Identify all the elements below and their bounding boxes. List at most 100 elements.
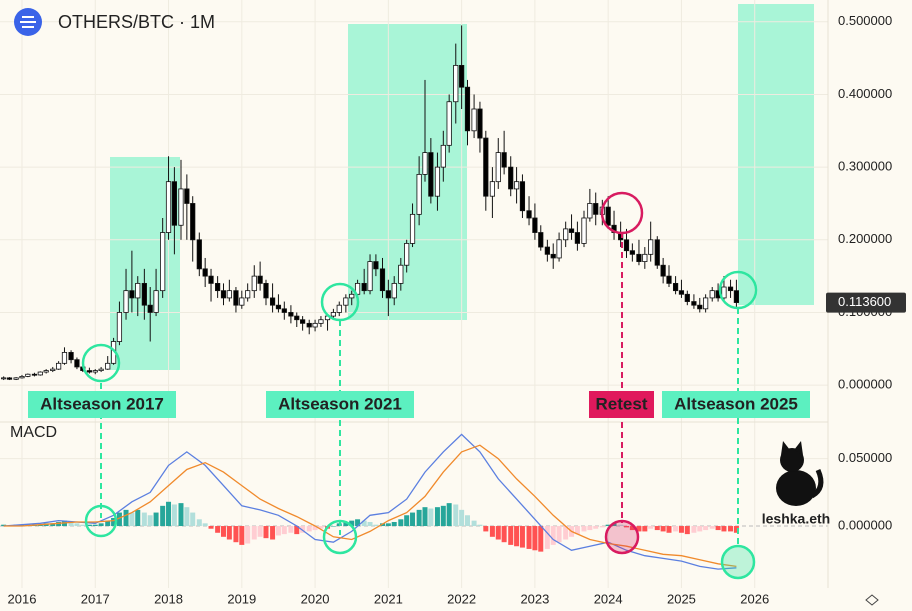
macd-hist-bar <box>691 526 697 533</box>
highlight-circle <box>718 270 758 310</box>
macd-hist-bar <box>422 507 428 527</box>
highlight-zone <box>348 24 467 320</box>
macd-hist-bar <box>361 520 367 527</box>
candle-body <box>208 275 214 284</box>
candle-body <box>623 239 630 252</box>
annotation-box <box>28 391 176 418</box>
macd-hist-bar <box>514 526 520 547</box>
candle-body <box>202 268 208 277</box>
macd-hist-bar <box>636 526 642 532</box>
macd-hist-bar <box>629 526 635 531</box>
macd-hist-bar <box>446 503 452 527</box>
macd-hist-bar <box>611 523 617 527</box>
macd-hist-bar <box>196 519 202 527</box>
macd-hist-bar <box>147 515 153 527</box>
macd-hist-bar <box>123 509 129 527</box>
candle-body <box>678 290 685 295</box>
macd-hist-bar <box>618 524 624 527</box>
highlight-circle <box>604 519 640 555</box>
macd-hist-bar <box>202 523 208 527</box>
x-tick-label: 2024 <box>594 591 623 606</box>
macd-line <box>3 444 737 568</box>
candle-body <box>239 297 245 306</box>
x-tick-label: 2018 <box>154 591 183 606</box>
highlight-circle <box>320 282 360 322</box>
annotation-label: Altseason 2021 <box>278 394 402 413</box>
candle-body <box>300 319 306 324</box>
candle-body <box>135 282 141 299</box>
macd-hist-bar <box>37 524 43 527</box>
candle-body <box>92 370 98 373</box>
candle-body <box>434 166 441 197</box>
macd-hist-bar <box>116 512 122 527</box>
macd-hist-bar <box>709 526 715 529</box>
chart-title: OTHERS/BTC · 1M <box>58 12 215 32</box>
macd-hist-bar <box>508 526 514 545</box>
candle-body <box>1 377 7 380</box>
candle-body <box>336 304 342 313</box>
candle-body <box>281 308 287 313</box>
candle-body <box>318 319 324 324</box>
macd-hist-bar <box>160 505 166 527</box>
candle-body <box>160 232 166 292</box>
macd-hist-bar <box>312 526 318 531</box>
y-tick-label: 0.200000 <box>838 231 892 246</box>
macd-hist-bar <box>544 526 550 549</box>
macd-hist-bar <box>373 524 379 527</box>
candle-body <box>464 86 471 132</box>
macd-hist-bar <box>208 526 214 529</box>
x-tick-label: 2023 <box>520 591 549 606</box>
macd-hist-bar <box>270 526 276 540</box>
macd-hist-bar <box>166 501 172 527</box>
candle-body <box>471 108 477 132</box>
candle-body <box>312 322 318 328</box>
candle-body <box>220 290 227 299</box>
candle-body <box>13 377 19 380</box>
candle-body <box>642 253 648 262</box>
macd-hist-bar <box>129 512 135 527</box>
macd-hist-bar <box>239 526 245 545</box>
x-tick-label: 2022 <box>447 591 476 606</box>
highlight-circle <box>600 191 644 235</box>
macd-hist-bar <box>330 526 336 527</box>
candle-body <box>294 315 300 321</box>
macd-hist-bar <box>440 505 446 527</box>
candle-body <box>86 370 92 373</box>
candle-body <box>508 166 514 190</box>
candle-body <box>574 232 581 244</box>
candle-body <box>404 243 410 266</box>
macd-hist-bar <box>318 526 324 529</box>
macd-hist-bar <box>171 504 177 527</box>
macd-hist-bar <box>92 524 98 527</box>
macd-hist-bar <box>178 503 184 527</box>
macd-hist-bar <box>294 526 300 535</box>
macd-hist-bar <box>581 526 587 532</box>
macd-hist-bar <box>184 507 190 527</box>
candle-body <box>409 213 416 244</box>
candle-body <box>306 322 312 328</box>
settings-icon[interactable] <box>865 594 879 606</box>
macd-hist-bar <box>355 519 361 527</box>
macd-hist-bar <box>489 526 495 537</box>
candle-body <box>343 297 349 306</box>
y-tick-label: 0.500000 <box>838 13 892 28</box>
x-tick-label: 2026 <box>740 591 769 606</box>
candle-body <box>215 282 221 292</box>
macd-hist-bar <box>410 512 416 527</box>
x-tick-label: 2017 <box>81 591 110 606</box>
candle-body <box>269 297 276 306</box>
candle-body <box>636 253 642 262</box>
macd-hist-bar <box>550 526 556 545</box>
candle-body <box>233 290 239 306</box>
macd-hist-bar <box>111 517 117 527</box>
x-tick-label: 2020 <box>301 591 330 606</box>
y-tick-label: 0.400000 <box>838 86 892 101</box>
candle-body <box>275 304 282 310</box>
candle-body <box>593 203 599 215</box>
candle-body <box>379 268 386 292</box>
candle-body <box>56 362 62 370</box>
candle-body <box>477 108 483 139</box>
macd-hist-bar <box>593 526 599 529</box>
macd-hist-bar <box>654 526 660 531</box>
x-tick-label: 2016 <box>8 591 37 606</box>
